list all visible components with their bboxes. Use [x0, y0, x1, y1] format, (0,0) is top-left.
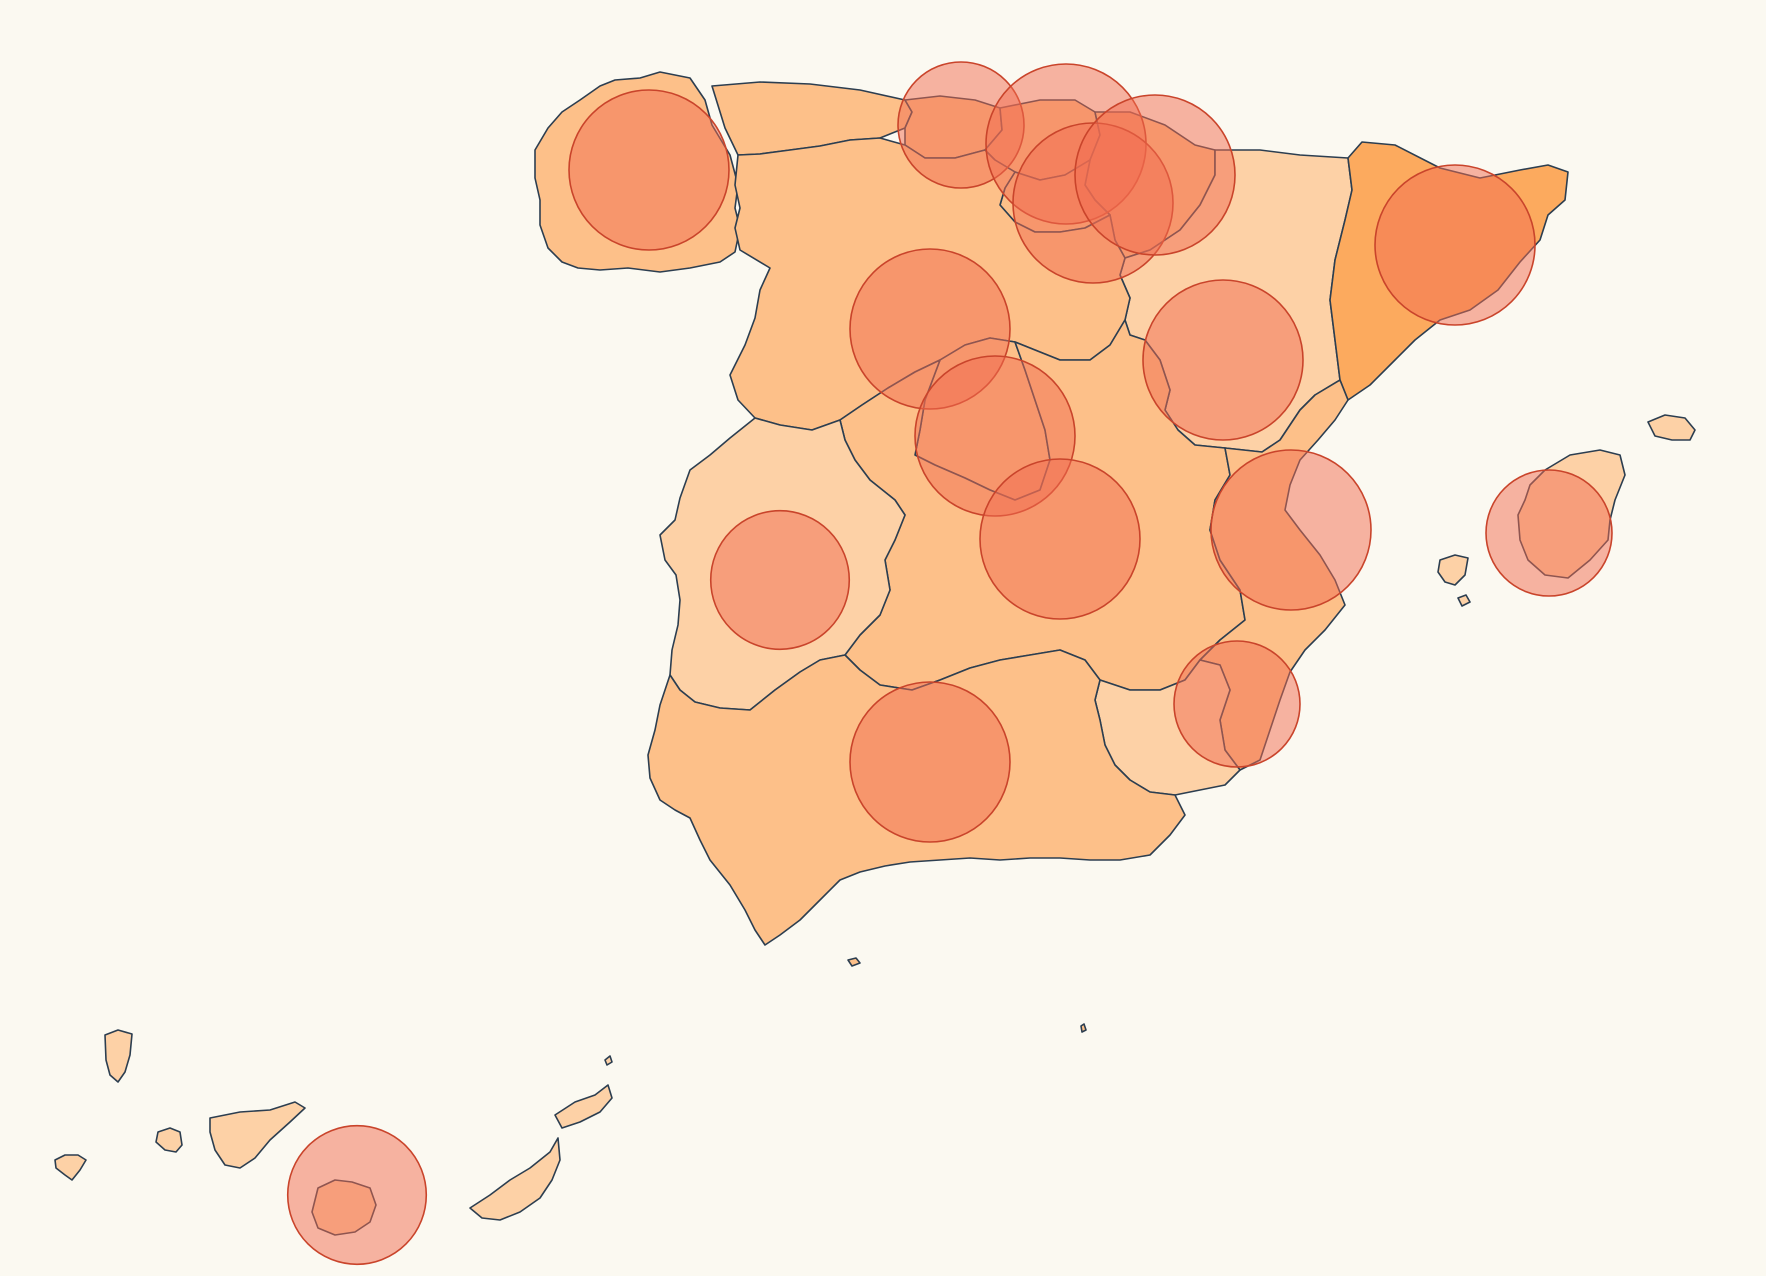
bubble-extremadura[interactable]: [709, 509, 851, 651]
bubble-comunidad-valenciana[interactable]: [1210, 449, 1372, 611]
region-melilla[interactable]: [1080, 1023, 1087, 1033]
bubble-islas-canarias[interactable]: [286, 1124, 428, 1266]
bubble-galicia[interactable]: [568, 89, 730, 251]
bubble-aragon[interactable]: [1142, 279, 1304, 441]
region-ceuta[interactable]: [847, 957, 861, 967]
bubble-cataluna[interactable]: [1374, 164, 1536, 326]
bubble-navarra[interactable]: [1074, 94, 1236, 256]
bubble-islas-baleares[interactable]: [1485, 469, 1613, 597]
bubble-murcia[interactable]: [1173, 640, 1301, 768]
bubble-andalucia[interactable]: [849, 681, 1011, 843]
bubble-castilla-la-mancha[interactable]: [979, 458, 1141, 620]
bubbles-layer: [286, 61, 1613, 1266]
